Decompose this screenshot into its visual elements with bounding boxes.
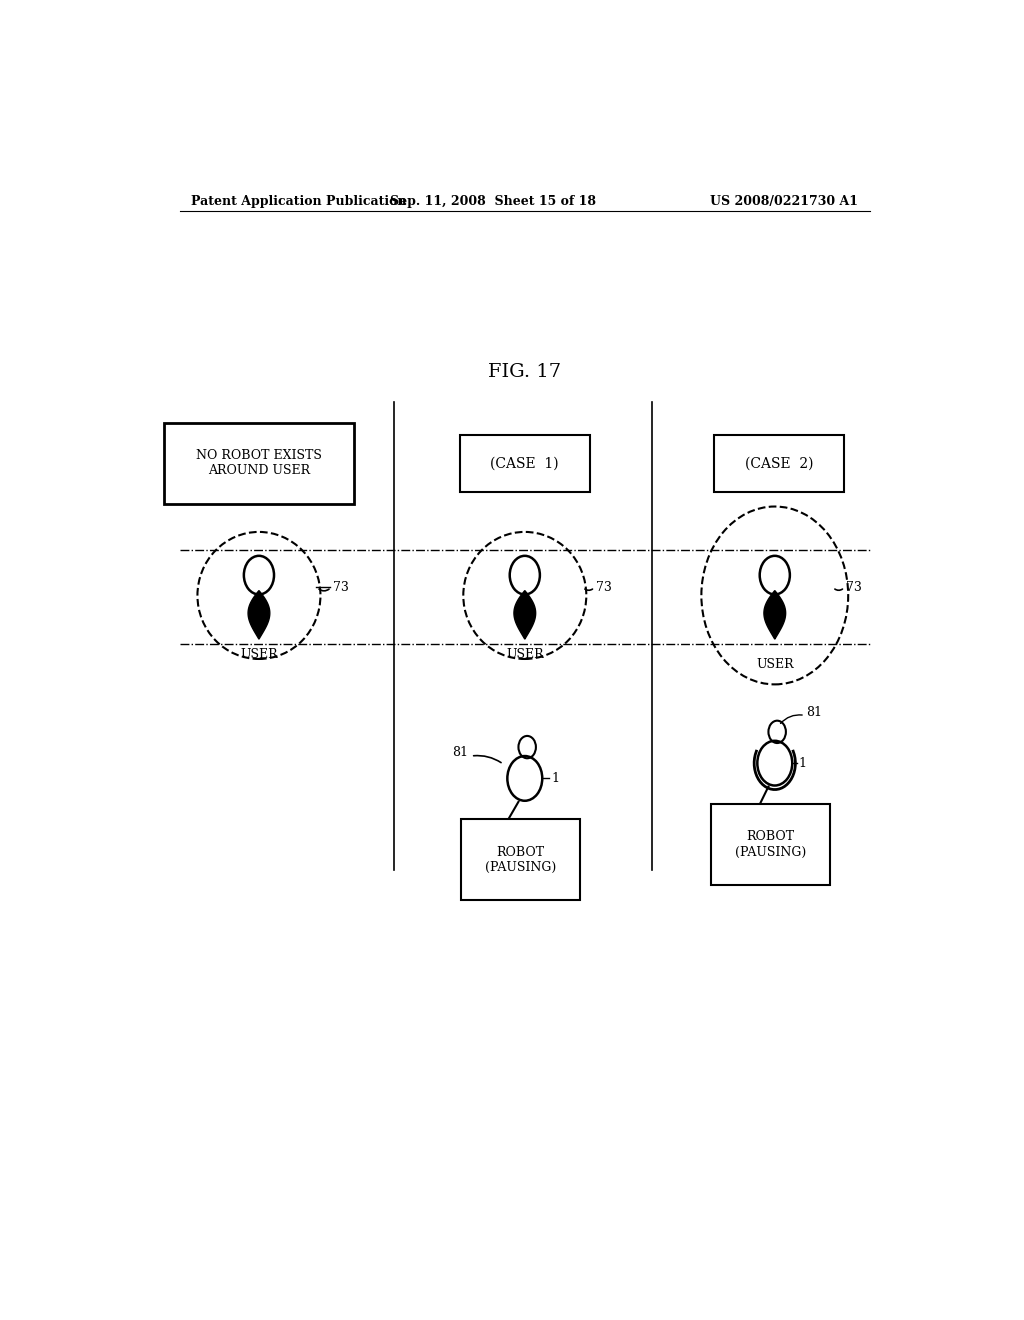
Text: 73: 73 bbox=[846, 581, 862, 594]
FancyBboxPatch shape bbox=[712, 804, 830, 886]
Text: FIG. 17: FIG. 17 bbox=[488, 363, 561, 381]
Text: NO ROBOT EXISTS
AROUND USER: NO ROBOT EXISTS AROUND USER bbox=[196, 449, 322, 478]
Text: ROBOT
(PAUSING): ROBOT (PAUSING) bbox=[735, 830, 807, 858]
Text: ROBOT
(PAUSING): ROBOT (PAUSING) bbox=[485, 846, 556, 874]
Text: USER: USER bbox=[756, 659, 794, 672]
Polygon shape bbox=[764, 590, 785, 639]
Text: 73: 73 bbox=[596, 581, 612, 594]
Polygon shape bbox=[248, 590, 269, 639]
Text: USER: USER bbox=[241, 648, 278, 661]
Text: (CASE  2): (CASE 2) bbox=[744, 457, 813, 470]
Text: 81: 81 bbox=[807, 706, 822, 719]
FancyBboxPatch shape bbox=[461, 818, 581, 900]
FancyBboxPatch shape bbox=[460, 434, 590, 492]
Text: 1: 1 bbox=[551, 772, 559, 785]
Text: US 2008/0221730 A1: US 2008/0221730 A1 bbox=[710, 194, 858, 207]
Text: USER: USER bbox=[506, 648, 544, 661]
Polygon shape bbox=[514, 590, 536, 639]
Text: 73: 73 bbox=[333, 581, 348, 594]
Text: 1: 1 bbox=[799, 756, 807, 770]
Text: 81: 81 bbox=[452, 747, 468, 759]
FancyBboxPatch shape bbox=[714, 434, 844, 492]
Text: Patent Application Publication: Patent Application Publication bbox=[191, 194, 407, 207]
Text: (CASE  1): (CASE 1) bbox=[490, 457, 559, 470]
Text: Sep. 11, 2008  Sheet 15 of 18: Sep. 11, 2008 Sheet 15 of 18 bbox=[390, 194, 596, 207]
FancyBboxPatch shape bbox=[164, 422, 354, 504]
